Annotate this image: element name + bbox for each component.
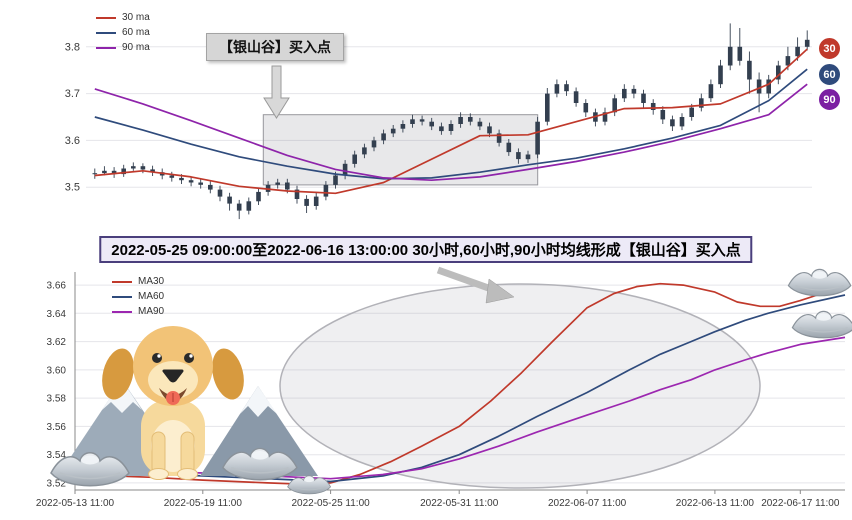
legend-item-MA30: MA30 <box>112 276 164 287</box>
silver-ingot-icon <box>787 268 852 297</box>
y-tick-label: 3.56 <box>47 422 67 433</box>
down-arrow-icon <box>263 65 290 119</box>
x-tick-label: 2022-06-17 11:00 <box>761 498 840 509</box>
y-tick-label: 3.6 <box>65 135 80 147</box>
line-MA60 <box>74 294 846 483</box>
buy-point-annotation: 【银山谷】买入点 <box>206 33 344 61</box>
y-tick-label: 3.64 <box>47 309 67 320</box>
y-tick-label: 3.66 <box>47 281 67 292</box>
legend-line-swatch-90ma <box>96 46 116 49</box>
legend-item-30ma: 30 ma <box>96 12 150 23</box>
decorations <box>50 266 852 495</box>
y-tick-label: 3.5 <box>65 182 80 194</box>
ma90-badge: 90 <box>818 88 841 111</box>
legend-label-MA30: MA30 <box>138 276 165 287</box>
legend-line-swatch-30ma <box>96 16 116 19</box>
legend-line-swatch-MA30 <box>112 280 132 283</box>
y-tick-label: 3.54 <box>47 450 67 461</box>
ma60-badge: 60 <box>818 63 841 86</box>
highlight-region <box>262 114 539 186</box>
dog-illustration <box>102 326 244 480</box>
silver-ingot-icon <box>791 310 852 339</box>
y-tick-label: 3.8 <box>65 41 80 53</box>
legend-item-MA60: MA60 <box>112 291 164 302</box>
x-tick-label: 2022-05-31 11:00 <box>420 498 499 509</box>
candles-layer <box>92 23 810 220</box>
arrow-into-ellipse-icon <box>436 266 515 304</box>
top-chart-legend: 30 ma 60 ma 90 ma <box>96 12 150 53</box>
top-plot-area: 3.5 3.6 3.7 3.8 <box>65 23 812 220</box>
legend-label-30ma: 30 ma <box>122 12 150 23</box>
legend-label-60ma: 60 ma <box>122 27 150 38</box>
bottom-chart-legend: MA30 MA60 MA90 <box>112 276 164 317</box>
x-tick-label: 2022-06-13 11:00 <box>676 498 755 509</box>
candlestick-chart: 3.5 3.6 3.7 3.8 <box>65 23 812 220</box>
legend-label-MA90: MA90 <box>138 306 165 317</box>
y-tick-label: 3.7 <box>65 88 80 100</box>
x-tick-label: 2022-05-13 11:00 <box>36 498 115 509</box>
x-tick-label: 2022-06-07 11:00 <box>548 498 627 509</box>
y-tick-label: 3.58 <box>47 394 67 405</box>
legend-item-60ma: 60 ma <box>96 27 150 38</box>
ma30-badge: 30 <box>818 37 841 60</box>
legend-line-swatch-60ma <box>96 31 116 34</box>
y-tick-label: 3.52 <box>47 478 67 489</box>
ma-line-90ma <box>94 83 808 182</box>
x-tick-label: 2022-05-25 11:00 <box>291 498 370 509</box>
legend-line-swatch-MA60 <box>112 295 132 298</box>
y-tick-label: 3.62 <box>47 337 67 348</box>
legend-item-90ma: 90 ma <box>96 42 150 53</box>
highlight-ellipse <box>279 283 761 489</box>
summary-banner: 2022-05-25 09:00:00至2022-06-16 13:00:00 … <box>99 236 753 263</box>
x-tick-label: 2022-05-19 11:00 <box>164 498 243 509</box>
ma-line-chart: 3.52 3.54 3.56 3.58 3.60 3.62 3.64 3.66 2022-05-… <box>36 266 852 509</box>
ma-line-60ma <box>94 68 808 180</box>
legend-label-MA60: MA60 <box>138 291 165 302</box>
legend-line-swatch-MA90 <box>112 310 132 313</box>
ma-line-30ma <box>94 48 808 195</box>
y-tick-label: 3.60 <box>47 365 67 376</box>
legend-label-90ma: 90 ma <box>122 42 150 53</box>
line-MA90 <box>74 336 846 480</box>
legend-item-MA90: MA90 <box>112 306 164 317</box>
